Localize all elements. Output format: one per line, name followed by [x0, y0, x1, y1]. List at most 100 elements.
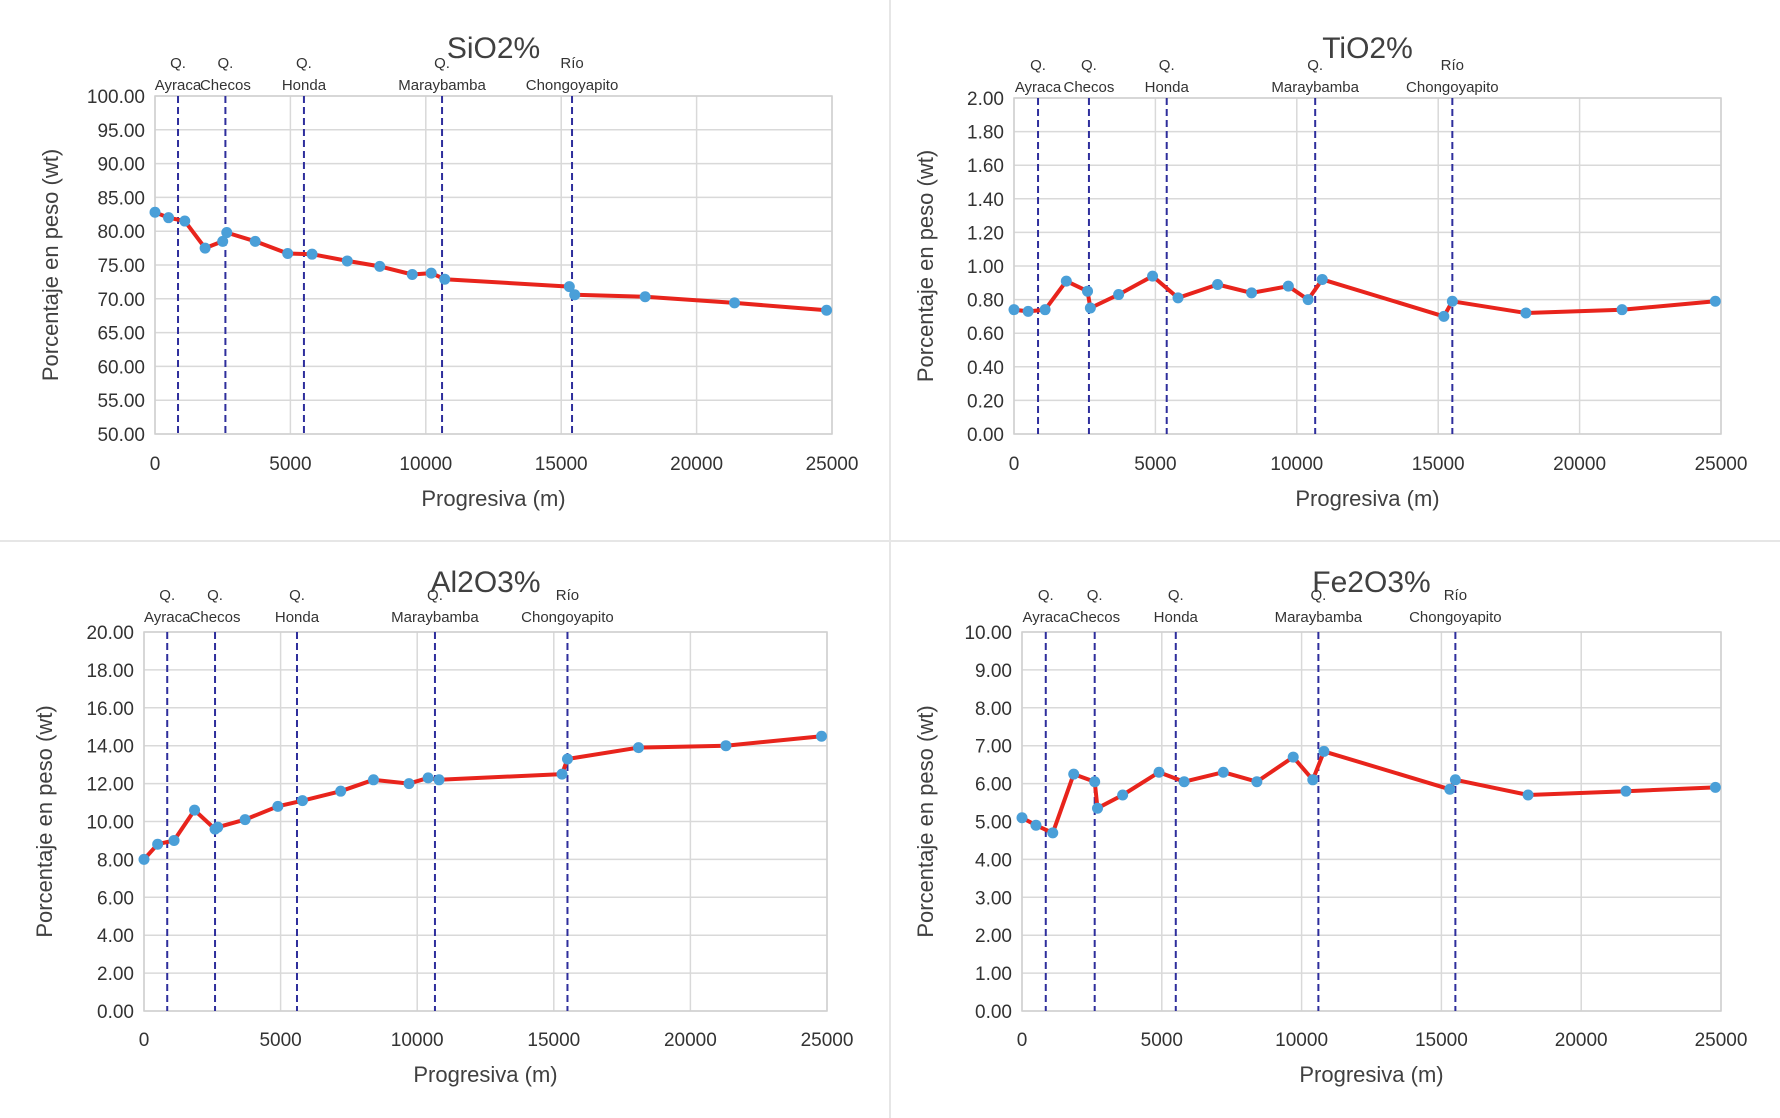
y-tick-label: 18.00 — [86, 661, 134, 682]
data-point — [1153, 766, 1165, 778]
panel-divider-horizontal — [0, 540, 1780, 542]
data-point — [1302, 294, 1314, 306]
data-point — [1522, 789, 1534, 801]
data-point — [335, 785, 347, 797]
data-point — [138, 853, 150, 865]
chart-svg: 0.00 1.00 2.00 3.00 4.00 5.00 6.00 7.00 8.00 9.00… — [913, 566, 1747, 1087]
data-point — [1089, 776, 1101, 788]
y-tick-label: 65.00 — [97, 324, 145, 345]
data-point — [272, 800, 284, 812]
y-tick-label: 95.00 — [97, 121, 145, 142]
x-tick-label: 20000 — [664, 1030, 717, 1051]
data-point — [179, 215, 191, 227]
y-tick-label: 2.00 — [967, 89, 1004, 110]
data-point — [282, 248, 294, 260]
data-point — [249, 235, 261, 247]
location-label-name: Chongoyapito — [526, 77, 619, 94]
chart-svg: 0.00 0.20 0.40 0.60 0.80 1.00 1.20 1.40 1.60 1.80… — [913, 32, 1747, 511]
data-point — [1172, 292, 1184, 304]
y-tick-label: 55.00 — [97, 391, 145, 412]
y-tick-label: 8.00 — [975, 699, 1012, 720]
x-tick-label: 10000 — [1270, 454, 1323, 475]
chart-panel-tio2: 0.00 0.20 0.40 0.60 0.80 1.00 1.20 1.40 1.60 1.80… — [891, 0, 1780, 540]
location-label-prefix: Q. — [159, 587, 175, 604]
x-axis-label: Progresiva (m) — [421, 486, 565, 511]
y-tick-label: 2.00 — [975, 926, 1012, 947]
location-label-prefix: Q. — [170, 55, 186, 72]
data-point — [199, 242, 211, 254]
x-tick-label: 10000 — [391, 1030, 444, 1051]
data-point — [1212, 278, 1224, 290]
chart-panel-fe2o3: 0.00 1.00 2.00 3.00 4.00 5.00 6.00 7.00 8.00 9.00… — [891, 542, 1780, 1118]
data-point — [163, 212, 175, 224]
y-tick-label: 4.00 — [97, 926, 134, 947]
x-tick-label: 0 — [1009, 454, 1020, 475]
chart-panel-al2o3: 0.00 2.00 4.00 6.00 8.00 10.00 12.00 14.00 16.00… — [0, 542, 889, 1118]
data-point — [1008, 304, 1020, 316]
y-tick-label: 1.40 — [967, 190, 1004, 211]
data-point — [1178, 776, 1190, 788]
y-tick-label: 50.00 — [97, 425, 145, 446]
y-tick-label: 10.00 — [86, 813, 134, 834]
x-tick-label: 20000 — [1553, 454, 1606, 475]
data-point — [1246, 287, 1258, 299]
data-point — [556, 768, 568, 780]
location-label-name: Honda — [1145, 79, 1190, 96]
data-point — [563, 281, 575, 293]
gridlines — [1021, 631, 1722, 1012]
x-tick-label: 5000 — [1134, 454, 1176, 475]
data-point — [296, 795, 308, 807]
data-point — [1113, 289, 1125, 301]
data-point — [720, 740, 732, 752]
x-tick-label: 0 — [139, 1030, 150, 1051]
data-point — [221, 227, 233, 239]
y-tick-label: 100.00 — [87, 87, 145, 108]
x-tick-label: 0 — [1017, 1030, 1028, 1051]
data-point — [569, 289, 581, 301]
data-point — [1047, 827, 1059, 839]
x-tick-label: 25000 — [801, 1030, 854, 1051]
chart-title: SiO2% — [447, 32, 540, 65]
location-label-name: Ayraca — [1015, 79, 1062, 96]
y-tick-label: 3.00 — [975, 888, 1012, 909]
y-tick-label: 70.00 — [97, 290, 145, 311]
chart-title: Al2O3% — [430, 566, 540, 599]
chart-svg: 0.00 2.00 4.00 6.00 8.00 10.00 12.00 14.00 16.00… — [32, 566, 854, 1087]
location-label-name: Chongoyapito — [1406, 79, 1499, 96]
data-point — [1444, 783, 1456, 795]
data-point — [1709, 295, 1721, 307]
location-label-name: Maraybamba — [391, 609, 479, 626]
chart-panel-sio2: 50.00 55.00 60.00 65.00 70.00 75.00 80.00 85.00… — [0, 0, 889, 540]
x-tick-label: 5000 — [1141, 1030, 1183, 1051]
data-point — [306, 248, 318, 260]
data-point — [1147, 270, 1159, 282]
x-tick-label: 20000 — [670, 454, 723, 475]
y-tick-label: 1.80 — [967, 123, 1004, 144]
y-axis-label: Porcentaje en peso (wt) — [32, 705, 57, 937]
data-point — [1251, 776, 1263, 788]
x-tick-label: 0 — [150, 454, 161, 475]
y-tick-label: 6.00 — [97, 888, 134, 909]
data-point — [1282, 280, 1294, 292]
data-point — [1091, 802, 1103, 814]
data-point — [1520, 307, 1532, 319]
y-tick-label: 80.00 — [97, 222, 145, 243]
location-label-prefix: Q. — [1081, 57, 1097, 74]
data-point — [561, 753, 573, 765]
location-label-name: Maraybamba — [1271, 79, 1359, 96]
y-tick-label: 7.00 — [975, 737, 1012, 758]
data-point — [821, 304, 833, 316]
data-point — [1620, 785, 1632, 797]
y-tick-label: 5.00 — [975, 813, 1012, 834]
data-point — [1022, 305, 1034, 317]
data-point — [1616, 304, 1628, 316]
x-tick-label: 15000 — [1412, 454, 1465, 475]
data-point — [367, 774, 379, 786]
y-tick-label: 85.00 — [97, 188, 145, 209]
data-point — [403, 778, 415, 790]
y-tick-label: 90.00 — [97, 155, 145, 176]
location-label-name: Ayraca — [1023, 609, 1070, 626]
data-point — [189, 804, 201, 816]
location-label-name: Chongoyapito — [521, 609, 614, 626]
y-tick-label: 1.00 — [975, 964, 1012, 985]
